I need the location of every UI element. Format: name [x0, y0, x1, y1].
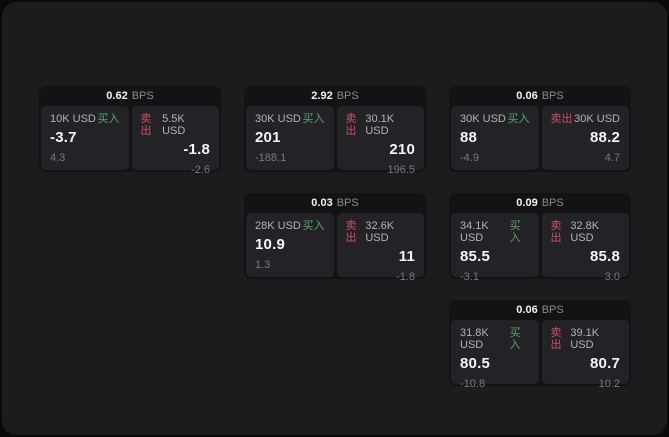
bps-unit-label: BPS [131, 90, 154, 102]
sell-amount-label: 30K USD [574, 113, 620, 125]
sell-panel[interactable]: 卖出 30K USD 88.2 4.7 [541, 106, 629, 170]
sell-change-value: -1.8 [396, 271, 415, 283]
sell-change-value: 10.2 [598, 378, 620, 390]
sell-amount-label: 32.6K USD [365, 220, 395, 244]
buy-panel[interactable]: 31.8K USD 买入 80.5 -10.8 [451, 320, 539, 390]
buy-amount-label: 28K USD [255, 220, 301, 232]
buy-panel[interactable]: 28K USD 买入 10.9 1.3 [246, 213, 334, 277]
buy-side-label: 买入 [509, 220, 521, 244]
buy-change-value: -188.1 [255, 152, 287, 164]
buy-side-label: 买入 [509, 327, 521, 351]
sell-change-value: 3.0 [604, 271, 620, 283]
card-header: 0.62 BPS [39, 86, 221, 106]
buy-panel[interactable]: 30K USD 买入 88 -4.9 [451, 106, 539, 170]
sell-amount-label: 30.1K USD [365, 113, 395, 137]
sell-side-label: 卖出 [550, 113, 573, 125]
quote-card: 0.06 BPS 30K USD 买入 88 -4.9 卖出 30K USD 8… [449, 86, 631, 172]
bps-value: 0.03 [311, 197, 333, 209]
bps-value: 0.06 [516, 304, 538, 316]
sell-change-value: -2.6 [191, 164, 210, 176]
sell-amount-label: 39.1K USD [570, 327, 600, 351]
sell-change-value: 4.7 [604, 152, 620, 164]
buy-side-label: 买入 [302, 113, 325, 125]
quote-card: 0.06 BPS 31.8K USD 买入 80.5 -10.8 卖出 39.1… [449, 300, 631, 390]
buy-panel[interactable]: 30K USD 买入 201 -188.1 [246, 106, 334, 170]
sell-amount-label: 5.5K USD [162, 113, 186, 137]
card-header: 0.06 BPS [449, 300, 631, 320]
sell-side-label: 卖出 [140, 113, 152, 137]
bps-unit-label: BPS [336, 90, 359, 102]
bps-value: 2.92 [311, 90, 333, 102]
buy-amount-label: 10K USD [50, 113, 96, 125]
quote-card: 0.03 BPS 28K USD 买入 10.9 1.3 卖出 32.6K US… [244, 193, 426, 283]
sell-price-value: 80.7 [590, 355, 620, 372]
bps-unit-label: BPS [336, 197, 359, 209]
buy-side-label: 买入 [507, 113, 530, 125]
sell-amount-label: 32.8K USD [570, 220, 600, 244]
card-header: 0.03 BPS [244, 193, 426, 213]
sell-price-value: 11 [398, 248, 415, 265]
buy-side-label: 买入 [302, 220, 325, 232]
buy-price-value: -3.7 [50, 129, 77, 146]
quote-card: 2.92 BPS 30K USD 买入 201 -188.1 卖出 30.1K … [244, 86, 426, 176]
buy-price-value: 201 [255, 129, 281, 146]
buy-amount-label: 34.1K USD [460, 220, 489, 244]
buy-amount-label: 30K USD [255, 113, 301, 125]
sell-price-value: 210 [389, 141, 415, 158]
buy-price-value: 10.9 [255, 236, 285, 253]
buy-change-value: 1.3 [255, 259, 271, 271]
card-header: 2.92 BPS [244, 86, 426, 106]
buy-side-label: 买入 [97, 113, 120, 125]
sell-side-label: 卖出 [345, 220, 357, 244]
quote-card: 0.09 BPS 34.1K USD 买入 85.5 -3.1 卖出 32.8K… [449, 193, 631, 283]
bps-unit-label: BPS [541, 197, 564, 209]
buy-price-value: 80.5 [460, 355, 490, 372]
quote-card: 0.62 BPS 10K USD 买入 -3.7 4.3 卖出 5.5K USD… [39, 86, 221, 176]
sell-price-value: -1.8 [183, 141, 210, 158]
buy-panel[interactable]: 10K USD 买入 -3.7 4.3 [41, 106, 129, 170]
buy-panel[interactable]: 34.1K USD 买入 85.5 -3.1 [451, 213, 539, 283]
buy-price-value: 85.5 [460, 248, 490, 265]
buy-change-value: -4.9 [460, 152, 479, 164]
sell-panel[interactable]: 卖出 5.5K USD -1.8 -2.6 [131, 106, 219, 176]
buy-amount-label: 30K USD [460, 113, 506, 125]
sell-side-label: 卖出 [550, 220, 562, 244]
sell-panel[interactable]: 卖出 30.1K USD 210 196.5 [336, 106, 424, 176]
card-header: 0.06 BPS [449, 86, 631, 106]
bps-value: 0.06 [516, 90, 538, 102]
bps-value: 0.09 [516, 197, 538, 209]
buy-change-value: -10.8 [460, 378, 486, 390]
sell-panel[interactable]: 卖出 39.1K USD 80.7 10.2 [541, 320, 629, 390]
card-header: 0.09 BPS [449, 193, 631, 213]
sell-panel[interactable]: 卖出 32.6K USD 11 -1.8 [336, 213, 424, 283]
bps-unit-label: BPS [541, 90, 564, 102]
buy-amount-label: 31.8K USD [460, 327, 489, 351]
buy-change-value: -3.1 [460, 271, 479, 283]
buy-change-value: 4.3 [50, 152, 66, 164]
bps-value: 0.62 [106, 90, 128, 102]
sell-price-value: 85.8 [590, 248, 620, 265]
buy-price-value: 88 [460, 129, 478, 146]
sell-side-label: 卖出 [345, 113, 357, 137]
sell-panel[interactable]: 卖出 32.8K USD 85.8 3.0 [541, 213, 629, 283]
sell-change-value: 196.5 [387, 164, 415, 176]
sell-price-value: 88.2 [590, 129, 620, 146]
sell-side-label: 卖出 [550, 327, 562, 351]
bps-unit-label: BPS [541, 304, 564, 316]
